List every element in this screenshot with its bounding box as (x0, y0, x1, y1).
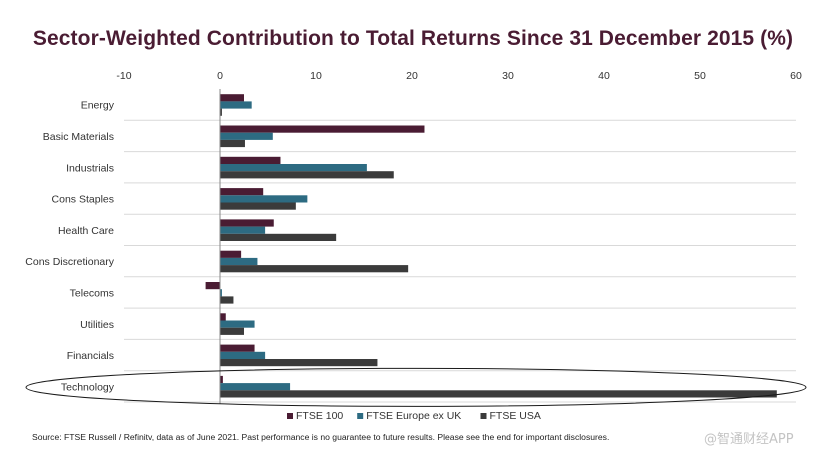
bar-ftse-100-energy (220, 94, 244, 102)
bars (205, 94, 777, 398)
bar-ftse-100-cons-discretionary (220, 250, 242, 258)
x-tick-label: 40 (598, 70, 610, 82)
x-tick-label: 20 (406, 70, 418, 82)
bar-ftse-usa-industrials (220, 171, 394, 179)
source-note: Source: FTSE Russell / Refinitv, data as… (32, 432, 610, 442)
bar-ftse-100-health-care (220, 219, 274, 227)
legend: FTSE 100 FTSE Europe ex UK FTSE USA (287, 410, 541, 422)
x-tick-label: 50 (694, 70, 706, 82)
bar-ftse-europe-ex-uk-industrials (220, 164, 367, 172)
x-tick-label: 30 (502, 70, 514, 82)
category-label-health-care: Health Care (58, 225, 114, 237)
bar-ftse-europe-ex-uk-cons-discretionary (220, 257, 258, 266)
category-label-energy: Energy (81, 100, 115, 112)
bar-ftse-100-utilities (220, 313, 226, 321)
bar-ftse-europe-ex-uk-basic-materials (220, 132, 273, 140)
category-label-telecoms: Telecoms (70, 287, 114, 299)
legend-swatch-ftse-europe-ex-uk (357, 413, 364, 419)
legend-label-ftse-100: FTSE 100 (296, 410, 343, 422)
bar-ftse-usa-cons-discretionary (220, 265, 409, 273)
bar-ftse-europe-ex-uk-financials (220, 351, 266, 359)
bar-ftse-europe-ex-uk-health-care (220, 226, 266, 234)
category-label-basic-materials: Basic Materials (43, 131, 114, 143)
bar-ftse-usa-financials (220, 359, 378, 367)
x-tick-label: 10 (310, 70, 322, 82)
bar-ftse-europe-ex-uk-cons-staples (220, 195, 308, 203)
bar-ftse-europe-ex-uk-energy (220, 101, 252, 109)
bar-ftse-usa-cons-staples (220, 202, 296, 210)
bar-ftse-100-industrials (220, 156, 281, 164)
legend-swatch-ftse-100 (287, 413, 293, 419)
legend-swatch-ftse-usa (480, 413, 487, 419)
category-labels: Energy Basic Materials Industrials Cons Sta… (25, 100, 114, 394)
bar-ftse-usa-telecoms (220, 296, 234, 304)
chart-title: Sector-Weighted Contribution to Total Re… (32, 27, 794, 50)
bar-ftse-100-cons-staples (220, 188, 264, 196)
bar-ftse-100-technology (220, 375, 223, 384)
technology-highlight-ellipse (25, 367, 807, 407)
bar-ftse-100-basic-materials (220, 125, 425, 133)
bar-ftse-usa-utilities (220, 327, 244, 335)
x-tick-label: 0 (217, 70, 223, 82)
category-label-cons-staples: Cons Staples (52, 194, 114, 206)
category-label-utilities: Utilities (80, 319, 114, 331)
legend-label-ftse-europe-ex-uk: FTSE Europe ex UK (366, 410, 461, 422)
x-tick-label: 60 (790, 70, 802, 82)
category-label-financials: Financials (67, 350, 114, 362)
bar-ftse-usa-energy (220, 108, 222, 116)
category-label-industrials: Industrials (66, 162, 114, 174)
bar-ftse-100-telecoms (205, 282, 220, 290)
bar-ftse-usa-technology (220, 390, 777, 398)
bar-ftse-europe-ex-uk-telecoms (220, 289, 222, 297)
bar-ftse-usa-health-care (220, 233, 337, 241)
highlight-ellipse (25, 367, 807, 407)
bar-ftse-europe-ex-uk-technology (220, 383, 291, 391)
watermark: @智通财经APP (704, 432, 794, 447)
x-axis-ticks: -10 0 10 20 30 40 50 60 (116, 70, 802, 82)
bar-ftse-europe-ex-uk-utilities (220, 320, 255, 328)
bar-ftse-100-financials (220, 344, 255, 352)
x-tick-label: -10 (116, 70, 131, 82)
category-label-technology: Technology (61, 381, 115, 393)
category-label-cons-discretionary: Cons Discretionary (25, 256, 114, 268)
bar-ftse-usa-basic-materials (220, 139, 245, 148)
legend-label-ftse-usa: FTSE USA (490, 410, 541, 422)
